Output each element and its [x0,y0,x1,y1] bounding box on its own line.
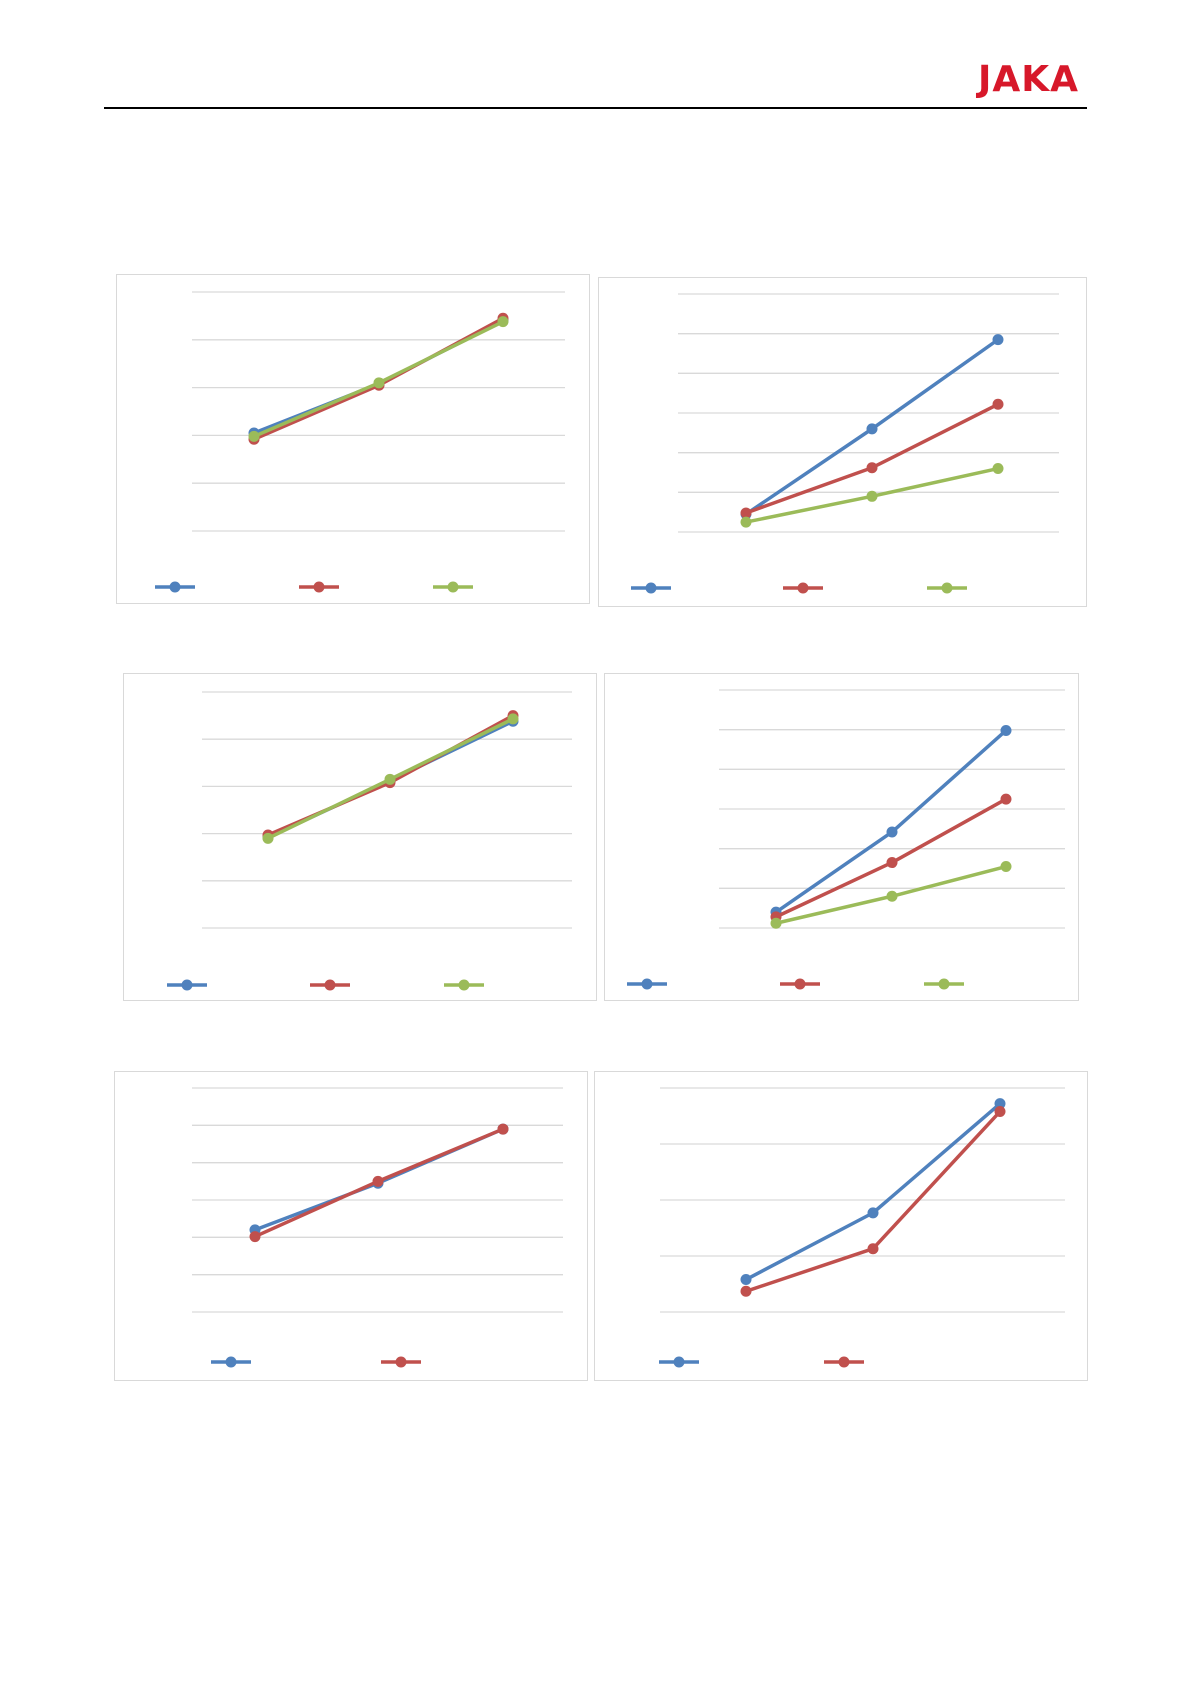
legend-marker-dot [169,581,181,593]
jaka-logo: JAKA [978,59,1080,100]
data-point [866,490,878,502]
data-point [372,1175,384,1187]
data-point [507,713,519,725]
legend-marker-dot [324,979,336,991]
data-point [866,423,878,435]
data-point [740,507,752,519]
legend-marker-dot [941,582,953,594]
legend-marker-dot [225,1356,237,1368]
data-point [1000,793,1012,805]
chart-panel-6 [594,1071,1088,1381]
data-point [886,890,898,902]
data-point [992,398,1004,410]
line-chart-3 [167,691,572,991]
legend-marker-dot [645,582,657,594]
legend-marker-dot [641,978,653,990]
legend-marker-dot [838,1356,850,1368]
legend-marker-dot [395,1356,407,1368]
line-chart-5 [192,1087,563,1368]
data-point [994,1098,1006,1110]
legend-marker-dot [447,581,459,593]
data-point [497,1123,509,1135]
data-point [866,462,878,474]
data-point [373,377,385,389]
data-point [740,516,752,528]
chart-panel-2 [598,277,1087,607]
data-point [992,334,1004,346]
legend-marker-dot [673,1356,685,1368]
header-divider [104,107,1087,109]
chart-panel-1 [116,274,590,604]
data-point [992,463,1004,475]
chart-panel-3 [123,673,597,1001]
data-point [886,826,898,838]
legend-marker-dot [313,581,325,593]
data-point [994,1106,1006,1118]
line-chart-4 [627,689,1065,990]
legend-marker-dot [794,978,806,990]
data-point [497,316,509,328]
data-point [248,430,260,442]
data-point [249,1231,261,1243]
data-point [740,1285,752,1297]
data-point [867,1207,879,1219]
data-point [1000,724,1012,736]
data-point [384,773,396,785]
chart-panel-5 [114,1071,588,1381]
legend-marker-dot [938,978,950,990]
chart-panel-4 [604,673,1079,1001]
data-point [867,1243,879,1255]
legend-marker-dot [797,582,809,594]
line-chart-6 [659,1087,1065,1368]
data-point [886,857,898,869]
data-point [770,917,782,929]
data-point [1000,861,1012,873]
data-point [262,832,274,844]
line-chart-2 [631,293,1059,594]
series-line-1 [774,728,1008,914]
legend-marker-dot [458,979,470,991]
data-point [740,1274,752,1286]
legend-marker-dot [181,979,193,991]
line-chart-1 [155,291,565,593]
